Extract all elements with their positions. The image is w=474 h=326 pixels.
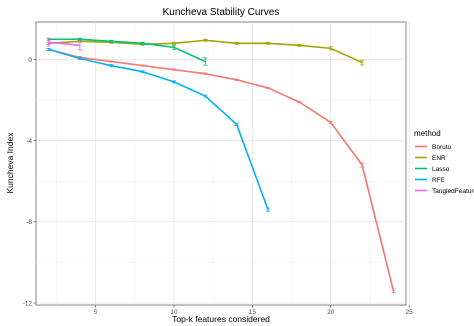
plot-panel <box>35 21 407 306</box>
x-tick-label: 20 <box>327 309 335 316</box>
legend: method Boruto ENR Lasso RFE TangledFeatures <box>414 129 474 195</box>
x-tick-label: 15 <box>249 309 257 316</box>
chart-title: Kuncheva Stability Curves <box>163 7 280 18</box>
axis-ticks <box>33 59 410 308</box>
legend-label: TangledFeatures <box>432 188 474 195</box>
legend-label: Lasso <box>432 166 450 173</box>
grid-minor <box>36 22 406 305</box>
legend-label: RFE <box>432 177 446 184</box>
x-tick-label: 5 <box>94 309 98 316</box>
legend-label: ENR <box>432 155 446 162</box>
series-line-tangledfeatures <box>47 41 81 47</box>
x-axis-title: Top-k features considered <box>172 314 270 324</box>
x-tick-label: 10 <box>170 309 178 316</box>
legend-title: method <box>414 129 441 138</box>
tick-labels: 5 10 15 20 25 0 -4 -8 -12 <box>23 57 414 316</box>
y-tick-label: 0 <box>28 57 32 64</box>
y-tick-label: -4 <box>26 138 32 145</box>
y-tick-label: -8 <box>26 219 32 226</box>
y-axis-title: Kuncheva Index <box>5 132 15 194</box>
legend-label: Boruto <box>432 144 452 151</box>
series-line-rfe <box>47 48 269 211</box>
x-tick-label: 25 <box>406 309 414 316</box>
series-line-boruto <box>47 48 395 292</box>
y-tick-label: -12 <box>23 300 33 307</box>
series-line-lasso <box>47 38 207 63</box>
series-layer <box>46 37 396 293</box>
